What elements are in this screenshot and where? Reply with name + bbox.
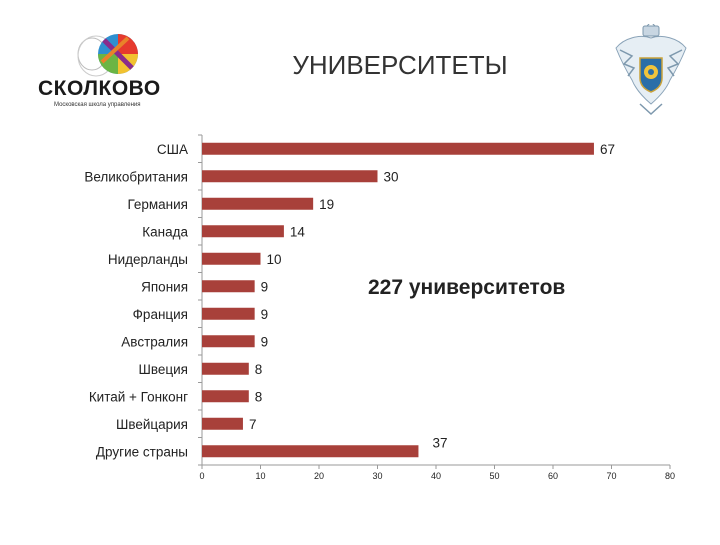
bar [202, 225, 284, 238]
value-label: 7 [249, 417, 257, 432]
category-label: Япония [141, 279, 188, 294]
category-label: США [157, 142, 188, 157]
x-tick-label: 30 [372, 471, 382, 481]
skolkovo-logo: СКОЛКОВО Московская школа управления [38, 26, 168, 108]
bar [202, 445, 419, 458]
x-tick-label: 70 [606, 471, 616, 481]
total-universities-annotation: 227 университетов [368, 276, 566, 299]
category-label: Германия [127, 197, 188, 212]
value-label: 10 [267, 252, 282, 267]
value-label: 9 [261, 279, 269, 294]
value-label: 8 [255, 362, 263, 377]
x-tick-label: 20 [314, 471, 324, 481]
logo-subtitle: Московская школа управления [54, 102, 141, 108]
bar [202, 335, 255, 348]
value-label: 14 [290, 224, 306, 239]
category-label: Франция [133, 307, 188, 322]
bar [202, 390, 249, 403]
value-label: 67 [600, 142, 615, 157]
category-label: Великобритания [84, 169, 188, 184]
double-headed-eagle-emblem-icon [615, 24, 687, 116]
skolkovo-globe-icon [77, 34, 138, 77]
bar [202, 307, 255, 320]
value-label: 30 [384, 169, 399, 184]
category-label: Швеция [139, 362, 189, 377]
x-tick-label: 40 [431, 471, 441, 481]
bar [202, 197, 314, 210]
value-label: 37 [432, 435, 447, 450]
category-label: Нидерланды [108, 252, 188, 267]
page-title: УНИВЕРСИТЕТЫ [292, 50, 508, 80]
bar [202, 142, 594, 155]
x-tick-label: 0 [199, 471, 204, 481]
x-tick-label: 10 [255, 471, 265, 481]
bar [202, 417, 243, 430]
category-label: Китай + Гонконг [89, 389, 188, 404]
value-label: 19 [319, 197, 334, 212]
logo-text: СКОЛКОВО [38, 77, 161, 100]
category-label: Австралия [121, 334, 188, 349]
bar [202, 170, 378, 183]
category-label: Канада [142, 224, 188, 239]
category-label: Другие страны [96, 444, 188, 459]
value-label: 8 [255, 389, 263, 404]
x-tick-label: 60 [548, 471, 558, 481]
x-tick-label: 50 [489, 471, 499, 481]
bar [202, 280, 255, 293]
x-tick-label: 80 [665, 471, 675, 481]
value-label: 9 [261, 307, 269, 322]
bar [202, 362, 249, 375]
value-label: 9 [261, 334, 269, 349]
category-label: Швейцария [116, 417, 188, 432]
bar [202, 252, 261, 265]
